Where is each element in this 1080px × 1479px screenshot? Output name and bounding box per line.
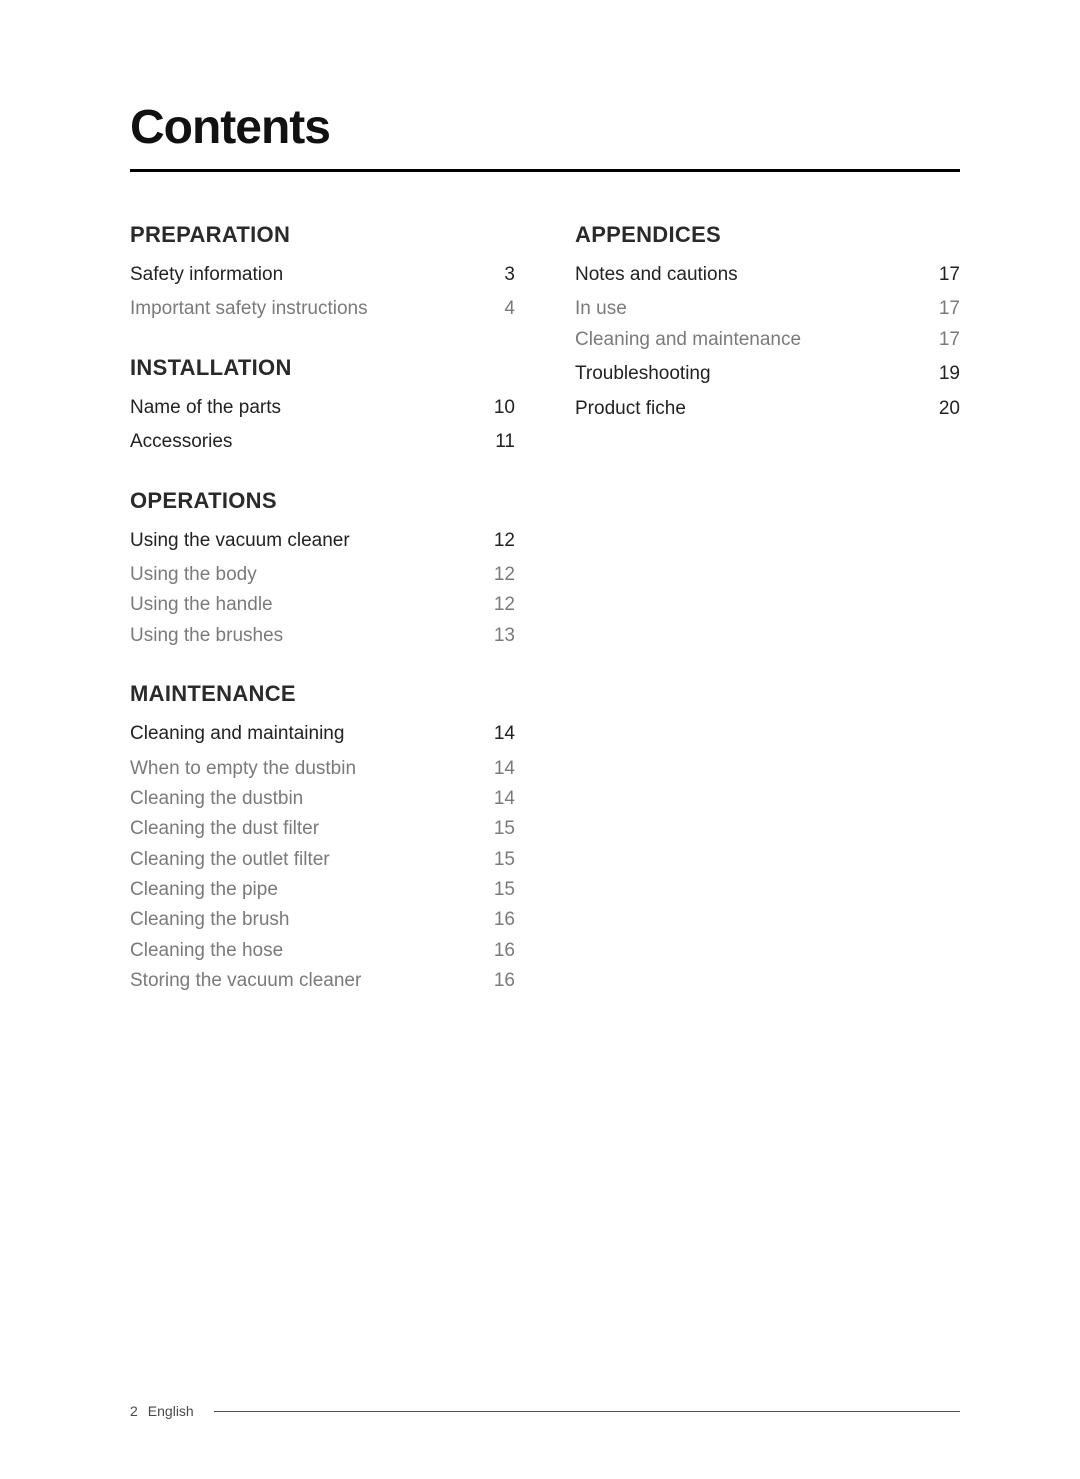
page-footer: 2 English: [130, 1403, 960, 1419]
toc-page: 17: [930, 260, 960, 290]
footer-language: English: [148, 1403, 194, 1419]
footer-rule: [214, 1411, 960, 1412]
toc-page: 14: [485, 784, 515, 814]
toc-section-maintenance: MAINTENANCE Cleaning and maintaining 14 …: [130, 681, 515, 997]
toc-page: 14: [485, 754, 515, 784]
toc-page: 14: [485, 719, 515, 749]
toc-entry: In use 17: [575, 294, 960, 324]
toc-page: 12: [485, 526, 515, 556]
toc-label: Cleaning the dust filter: [130, 814, 485, 844]
toc-right-column: APPENDICES Notes and cautions 17 In use …: [575, 222, 960, 997]
toc-page: 17: [930, 294, 960, 324]
toc-entry: Using the handle 12: [130, 590, 515, 620]
toc-entry: Safety information 3: [130, 260, 515, 290]
toc-entry: Troubleshooting 19: [575, 359, 960, 389]
toc-label: Troubleshooting: [575, 359, 930, 389]
toc-page: 4: [485, 294, 515, 324]
page-title: Contents: [130, 100, 960, 155]
toc-page: 15: [485, 845, 515, 875]
toc-label: Safety information: [130, 260, 485, 290]
toc-page: 11: [485, 427, 515, 457]
toc-page: 3: [485, 260, 515, 290]
toc-left-column: PREPARATION Safety information 3 Importa…: [130, 222, 515, 997]
toc-label: Storing the vacuum cleaner: [130, 966, 485, 996]
toc-entry: Cleaning the outlet filter 15: [130, 845, 515, 875]
toc-label: Cleaning and maintaining: [130, 719, 485, 749]
toc-entry: Cleaning the dustbin 14: [130, 784, 515, 814]
toc-entry: Cleaning the dust filter 15: [130, 814, 515, 844]
toc-label: Important safety instructions: [130, 294, 485, 324]
toc-page: 10: [485, 393, 515, 423]
toc-label: Cleaning the brush: [130, 905, 485, 935]
toc-label: Using the brushes: [130, 621, 485, 651]
toc-entry: Storing the vacuum cleaner 16: [130, 966, 515, 996]
toc-label: Accessories: [130, 427, 485, 457]
toc-page: 15: [485, 875, 515, 905]
toc-entry: Cleaning the brush 16: [130, 905, 515, 935]
section-heading: MAINTENANCE: [130, 681, 515, 707]
page: Contents PREPARATION Safety information …: [0, 0, 1080, 1479]
toc-entry: Cleaning and maintaining 14: [130, 719, 515, 749]
toc-label: Using the body: [130, 560, 485, 590]
section-heading: OPERATIONS: [130, 488, 515, 514]
toc-entry: Cleaning the pipe 15: [130, 875, 515, 905]
toc-entry: Accessories 11: [130, 427, 515, 457]
toc-label: Product fiche: [575, 394, 930, 424]
toc-entry: Name of the parts 10: [130, 393, 515, 423]
toc-entry: Cleaning and maintenance 17: [575, 325, 960, 355]
toc-entry: Notes and cautions 17: [575, 260, 960, 290]
toc-label: Cleaning the hose: [130, 936, 485, 966]
toc-label: Name of the parts: [130, 393, 485, 423]
toc-label: When to empty the dustbin: [130, 754, 485, 784]
toc-entry: Important safety instructions 4: [130, 294, 515, 324]
toc-entry: Using the vacuum cleaner 12: [130, 526, 515, 556]
toc-page: 20: [930, 394, 960, 424]
toc-page: 13: [485, 621, 515, 651]
section-heading: APPENDICES: [575, 222, 960, 248]
toc-entry: Cleaning the hose 16: [130, 936, 515, 966]
toc-entry: Product fiche 20: [575, 394, 960, 424]
footer-page-number: 2: [130, 1403, 138, 1419]
toc-page: 17: [930, 325, 960, 355]
toc-label: Cleaning the dustbin: [130, 784, 485, 814]
toc-section-operations: OPERATIONS Using the vacuum cleaner 12 U…: [130, 488, 515, 652]
toc-entry: Using the brushes 13: [130, 621, 515, 651]
section-heading: INSTALLATION: [130, 355, 515, 381]
toc-section-appendices: APPENDICES Notes and cautions 17 In use …: [575, 222, 960, 424]
toc-page: 19: [930, 359, 960, 389]
toc-page: 12: [485, 560, 515, 590]
toc-entry: When to empty the dustbin 14: [130, 754, 515, 784]
toc-label: Cleaning and maintenance: [575, 325, 930, 355]
toc-label: Using the handle: [130, 590, 485, 620]
toc-columns: PREPARATION Safety information 3 Importa…: [130, 222, 960, 997]
toc-page: 16: [485, 966, 515, 996]
title-rule: [130, 169, 960, 172]
toc-label: Cleaning the outlet filter: [130, 845, 485, 875]
toc-label: Using the vacuum cleaner: [130, 526, 485, 556]
toc-page: 16: [485, 905, 515, 935]
toc-entry: Using the body 12: [130, 560, 515, 590]
section-heading: PREPARATION: [130, 222, 515, 248]
toc-page: 12: [485, 590, 515, 620]
toc-label: Notes and cautions: [575, 260, 930, 290]
toc-label: Cleaning the pipe: [130, 875, 485, 905]
toc-section-installation: INSTALLATION Name of the parts 10 Access…: [130, 355, 515, 458]
toc-section-preparation: PREPARATION Safety information 3 Importa…: [130, 222, 515, 325]
toc-page: 16: [485, 936, 515, 966]
toc-page: 15: [485, 814, 515, 844]
toc-label: In use: [575, 294, 930, 324]
